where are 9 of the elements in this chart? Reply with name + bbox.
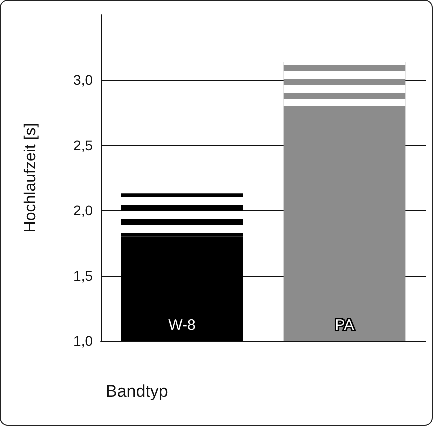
x-axis-title: Bandtyp	[106, 382, 168, 401]
y-tick-label: 2,0	[74, 202, 94, 219]
y-axis-title: Hochlaufzeit [s]	[22, 123, 40, 233]
y-tick-label: 1,0	[74, 333, 94, 349]
y-tick-label: 3,0	[74, 72, 94, 88]
x-tick-label: PA	[335, 317, 354, 334]
y-tick-label: 1,5	[74, 268, 94, 284]
y-tick-label: 2,5	[74, 137, 94, 154]
x-tick-label: W-8	[168, 317, 196, 334]
